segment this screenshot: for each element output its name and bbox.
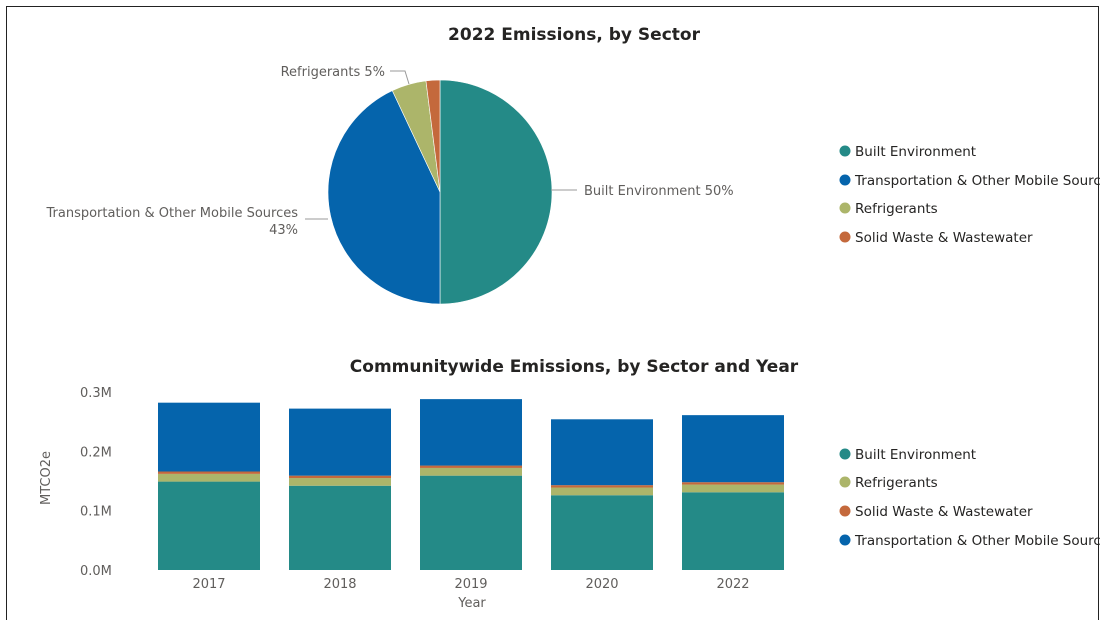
slice-label-refrigerants: Refrigerants 5% [281,65,385,80]
bar-2017-refrigerants[interactable] [158,473,260,482]
pie-legend-item-waste[interactable]: Solid Waste & Wastewater [839,230,1033,246]
x-tick-label-2020: 2020 [585,577,618,592]
pie-legend: Built Environment Transportation & Other… [839,144,1101,246]
bar-2022-built-environment[interactable] [682,492,784,570]
bar-2017-transportation-and-other-mobile-sources[interactable] [158,402,260,472]
bar-legend-swatch-built [839,448,851,460]
bar-2020-solid-waste-and-wastewater[interactable] [551,485,653,488]
x-tick-label-2019: 2019 [454,577,487,592]
bar-legend-label-transport: Transportation & Other Mobile Sources [854,533,1101,549]
report-frame [6,6,1099,620]
x-tick-label-2017: 2017 [192,577,225,592]
leader-line-refrigerants [390,70,410,85]
pie-chart: 2022 Emissions, by Sector Built Environm… [45,25,1101,305]
bar-2022-refrigerants[interactable] [682,484,784,493]
bar-2017-solid-waste-and-wastewater[interactable] [158,471,260,474]
bar-2019-refrigerants[interactable] [420,467,522,476]
bar-legend-item-transport[interactable]: Transportation & Other Mobile Sources [839,533,1101,549]
slice-label-transport-percent: 43% [269,223,298,238]
pie-legend-label-waste: Solid Waste & Wastewater [855,230,1033,246]
pie-legend-label-refrigerants: Refrigerants [855,201,938,217]
bar-2020-built-environment[interactable] [551,495,653,570]
bar-2018-refrigerants[interactable] [289,478,391,486]
bar-2018-transportation-and-other-mobile-sources[interactable] [289,408,391,476]
bar-legend-item-refrigerants[interactable]: Refrigerants [839,475,938,491]
pie-slice-solid-waste-and-wastewater[interactable] [425,79,441,193]
pie-slices [327,79,553,305]
bar-legend-swatch-refrigerants [839,476,851,488]
y-tick-label: 0.2M [80,445,112,460]
y-tick-label: 0.1M [80,505,112,520]
x-tick-label-2022: 2022 [716,577,749,592]
y-axis-ticks: 0.0M 0.1M 0.2M 0.3M [80,386,112,579]
pie-legend-swatch-waste [839,231,851,243]
bar-legend-label-waste: Solid Waste & Wastewater [855,504,1033,520]
pie-legend-item-transport[interactable]: Transportation & Other Mobile Sources [839,173,1101,189]
bar-2022-solid-waste-and-wastewater[interactable] [682,482,784,485]
bar-legend-swatch-waste [839,505,851,517]
pie-slice-built-environment[interactable] [439,79,553,305]
bar-2020-refrigerants[interactable] [551,487,653,496]
slice-label-transport: Transportation & Other Mobile Sources [45,206,298,221]
pie-legend-swatch-refrigerants [839,202,851,214]
bar-2019-built-environment[interactable] [420,475,522,570]
bar-legend-item-waste[interactable]: Solid Waste & Wastewater [839,504,1033,520]
slice-label-built: Built Environment 50% [584,184,734,199]
x-axis-ticks: 2017 2018 2019 2020 2022 [192,577,749,592]
pie-legend-label-transport: Transportation & Other Mobile Sources [854,173,1101,189]
bar-legend-label-refrigerants: Refrigerants [855,475,938,491]
y-tick-label: 0.3M [80,386,112,401]
bar-2020-transportation-and-other-mobile-sources[interactable] [551,419,653,486]
pie-legend-label-built: Built Environment [855,144,976,160]
bar-legend-swatch-transport [839,534,851,546]
pie-title: 2022 Emissions, by Sector [448,25,701,45]
pie-slice-transportation-and-other-mobile-sources[interactable] [327,90,441,305]
pie-legend-item-refrigerants[interactable]: Refrigerants [839,201,938,217]
bar-2017-built-environment[interactable] [158,481,260,570]
bar-stacks [158,399,784,570]
pie-legend-swatch-transport [839,174,851,186]
bar-2018-built-environment[interactable] [289,485,391,570]
bar-2018-solid-waste-and-wastewater[interactable] [289,475,391,479]
pie-legend-item-built[interactable]: Built Environment [839,144,977,160]
bar-legend-item-built[interactable]: Built Environment [839,447,977,463]
bar-2022-transportation-and-other-mobile-sources[interactable] [682,415,784,483]
pie-legend-swatch-built [839,145,851,157]
y-tick-label: 0.0M [80,564,112,579]
bar-2019-solid-waste-and-wastewater[interactable] [420,465,522,468]
bar-2019-transportation-and-other-mobile-sources[interactable] [420,399,522,466]
x-axis-label: Year [457,596,486,611]
bar-chart: Communitywide Emissions, by Sector and Y… [39,357,1101,611]
x-tick-label-2018: 2018 [323,577,356,592]
bar-legend: Built Environment Refrigerants Solid Was… [839,447,1101,549]
bar-legend-label-built: Built Environment [855,447,976,463]
bar-title: Communitywide Emissions, by Sector and Y… [350,357,799,377]
y-axis-label: MTCO2e [39,451,54,505]
